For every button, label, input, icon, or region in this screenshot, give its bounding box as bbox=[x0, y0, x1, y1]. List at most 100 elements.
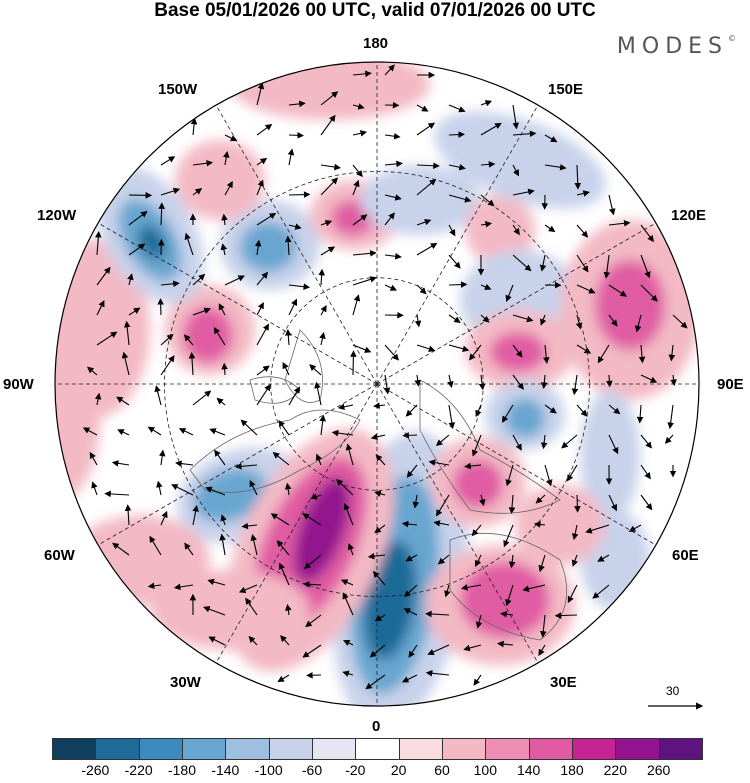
wind-vector bbox=[256, 123, 273, 136]
coastline bbox=[419, 379, 561, 514]
colorbar-swatch bbox=[138, 738, 183, 760]
wind-vector bbox=[352, 214, 368, 226]
wind-vector bbox=[544, 404, 557, 414]
wind-vector bbox=[248, 635, 258, 646]
wind-vector bbox=[638, 344, 646, 364]
wind-vector bbox=[352, 70, 372, 78]
wind-vector bbox=[522, 584, 546, 592]
wind-vector bbox=[512, 254, 532, 272]
colorbar-tick-label: 20 bbox=[390, 762, 407, 778]
wind-vector bbox=[405, 554, 418, 562]
wind-vector bbox=[416, 284, 427, 295]
wind-vector bbox=[256, 157, 268, 166]
wind-vector bbox=[384, 284, 398, 291]
wind-vector bbox=[416, 122, 436, 136]
colorbar-swatch bbox=[52, 738, 97, 760]
wind-vector bbox=[192, 159, 214, 167]
wind-vector bbox=[406, 464, 418, 478]
wind-vector bbox=[284, 235, 292, 256]
wind-vector bbox=[603, 254, 611, 279]
wind-vector bbox=[256, 82, 265, 106]
meridian-line bbox=[215, 383, 378, 664]
colorbar-swatch bbox=[658, 738, 703, 760]
wind-vector bbox=[384, 64, 395, 76]
wind-vector bbox=[222, 150, 230, 166]
wind-vector bbox=[305, 614, 322, 628]
lon-label-120w: 120W bbox=[37, 207, 77, 224]
lon-label-150w: 150W bbox=[158, 81, 198, 98]
wind-vector bbox=[320, 114, 336, 136]
anomaly-region bbox=[465, 195, 535, 265]
colorbar-swatch bbox=[95, 738, 140, 760]
wind-vector bbox=[285, 603, 292, 616]
wind-vector bbox=[192, 504, 199, 526]
wind-vector bbox=[384, 344, 400, 361]
lon-label-150e: 150E bbox=[548, 81, 584, 98]
wind-vector bbox=[192, 188, 203, 196]
anomaly-region bbox=[175, 140, 265, 220]
wind-vector bbox=[192, 307, 211, 316]
colorbar-tick-label: 140 bbox=[516, 762, 541, 778]
wind-vector bbox=[309, 364, 322, 376]
wind-vector bbox=[221, 362, 228, 376]
reference-vector-label: 30 bbox=[666, 684, 680, 698]
anomaly-region bbox=[460, 562, 550, 638]
wind-vector bbox=[640, 254, 651, 279]
wind-vector bbox=[82, 427, 98, 436]
wind-vector bbox=[480, 283, 492, 290]
wind-vector bbox=[342, 592, 354, 616]
wind-vector bbox=[352, 250, 377, 257]
wind-vector bbox=[96, 331, 118, 346]
wind-vector bbox=[540, 434, 548, 450]
wind-vector bbox=[535, 494, 546, 504]
colorbar-tick-label: -260 bbox=[81, 762, 110, 778]
wind-vector bbox=[533, 521, 546, 528]
wind-vector bbox=[480, 221, 492, 228]
wind-vector bbox=[508, 554, 516, 569]
wind-vector bbox=[342, 670, 354, 677]
wind-vector bbox=[505, 284, 514, 302]
wind-vector bbox=[320, 305, 327, 316]
anomaly-region bbox=[240, 222, 296, 272]
anomaly-region bbox=[230, 62, 430, 120]
wind-vector bbox=[160, 355, 175, 376]
wind-vector bbox=[208, 636, 226, 646]
colorbar-tick-label: 260 bbox=[646, 762, 671, 778]
wind-vector bbox=[352, 179, 360, 196]
wind-vector bbox=[636, 404, 644, 424]
wind-vector bbox=[512, 188, 535, 196]
colorbar-tick-label: -140 bbox=[211, 762, 240, 778]
wind-vector bbox=[121, 351, 130, 376]
meridian-line bbox=[376, 383, 539, 664]
wind-vector bbox=[288, 298, 298, 316]
wind-vector bbox=[288, 283, 311, 290]
wind-vector bbox=[128, 243, 146, 256]
wind-vector bbox=[192, 390, 212, 406]
colorbar-tick-label: 220 bbox=[603, 762, 628, 778]
meridian-line bbox=[215, 104, 378, 385]
wind-vector bbox=[86, 366, 98, 376]
wind-vector bbox=[256, 271, 269, 286]
polar-map[interactable] bbox=[0, 0, 750, 730]
wind-vector bbox=[241, 522, 258, 530]
anomaly-region bbox=[453, 460, 503, 508]
wind-vector bbox=[352, 164, 363, 178]
wind-vector bbox=[402, 432, 418, 439]
map-title: Base 05/01/2026 00 UTC, valid 07/01/2026… bbox=[154, 0, 596, 21]
wind-vector bbox=[640, 224, 654, 243]
wind-vector bbox=[448, 131, 465, 138]
wind-vector bbox=[672, 314, 688, 329]
wind-vector bbox=[512, 104, 519, 130]
wind-vector bbox=[463, 644, 482, 652]
wind-vector bbox=[480, 161, 496, 168]
wind-vector bbox=[365, 674, 386, 690]
wind-vector bbox=[270, 513, 290, 526]
wind-vector bbox=[597, 554, 610, 562]
wind-vector bbox=[375, 454, 386, 466]
wind-vector bbox=[128, 210, 148, 226]
wind-vector bbox=[433, 520, 450, 527]
wind-vector bbox=[585, 524, 610, 534]
wind-vector bbox=[218, 303, 226, 316]
anomaly-region bbox=[580, 390, 640, 520]
wind-vector bbox=[320, 246, 336, 256]
